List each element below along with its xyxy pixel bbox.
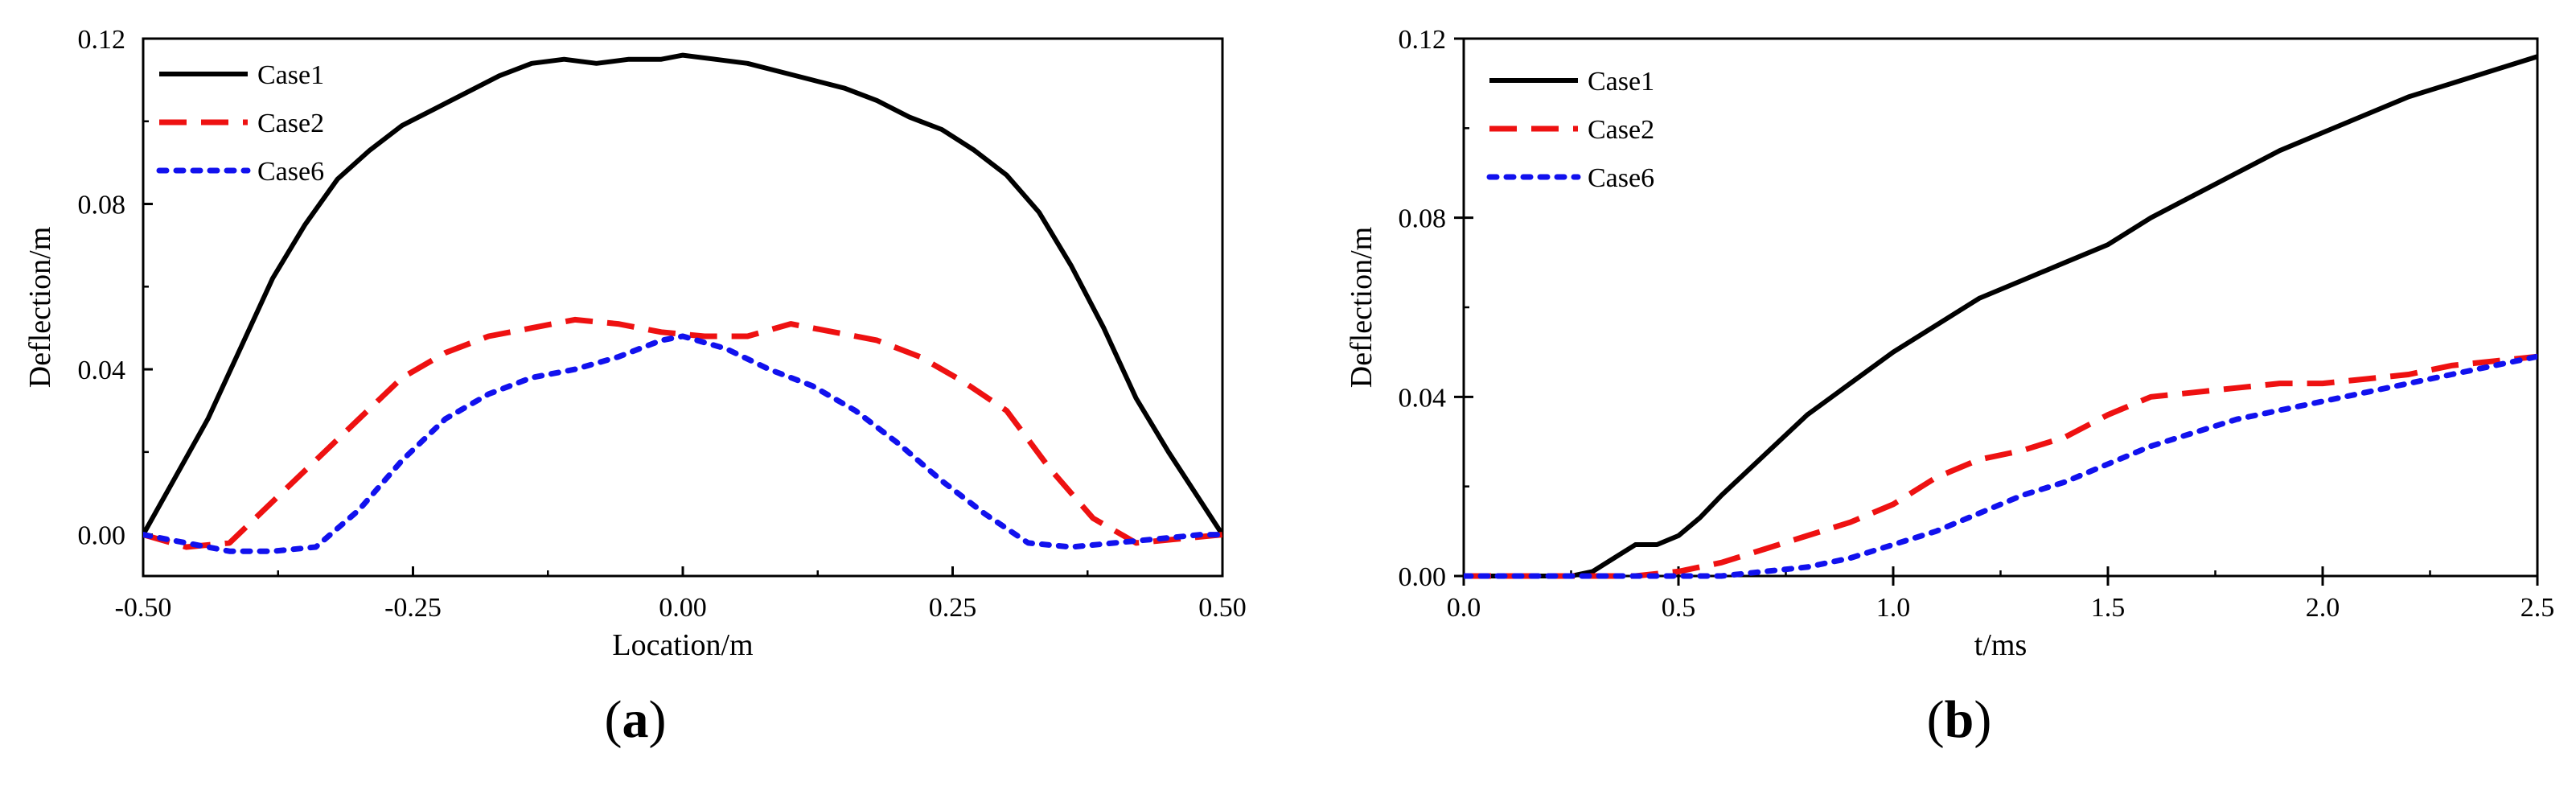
x-tick-label: 1.0 xyxy=(1876,593,1911,623)
y-tick-label: 0.08 xyxy=(1399,204,1447,234)
y-tick-label: 0.04 xyxy=(78,356,126,385)
x-axis-title: t/ms xyxy=(1974,628,2027,662)
chart-panel-a: -0.50 -0.25 0.00 0.25 0.50 0.00 0.04 0.08 0.12 Lo… xyxy=(23,25,1247,749)
y-axis-title: Deflection/m xyxy=(1345,227,1378,388)
legend-label-case1: Case1 xyxy=(257,60,324,90)
x-tick-label: 0.25 xyxy=(929,593,977,623)
legend-label-case1: Case1 xyxy=(1588,67,1654,97)
legend-label-case2: Case2 xyxy=(257,109,324,138)
series-line-case6 xyxy=(1464,353,2537,579)
x-tick-label: 0.5 xyxy=(1662,593,1696,623)
panel-label: (b) xyxy=(1927,690,1992,749)
series-line-case2 xyxy=(1464,353,2537,579)
y-tick-label: 0.00 xyxy=(1399,562,1447,592)
x-tick-label: -0.25 xyxy=(384,593,442,623)
y-tick-label: 0.00 xyxy=(78,521,126,551)
series-line-case1 xyxy=(1464,54,2537,578)
y-tick-label: 0.04 xyxy=(1399,383,1447,413)
legend-label-case6: Case6 xyxy=(1588,163,1654,193)
x-tick-label: 0.00 xyxy=(659,593,707,623)
legend-label-case2: Case2 xyxy=(1588,115,1654,145)
legend: Case1 Case2 Case6 xyxy=(156,60,324,187)
x-tick-label: 1.5 xyxy=(2091,593,2126,623)
y-axis-title: Deflection/m xyxy=(23,227,57,388)
x-tick-label: 2.0 xyxy=(2306,593,2340,623)
x-tick-label: -0.50 xyxy=(115,593,172,623)
series-line-case2 xyxy=(143,316,1222,550)
x-tick-label: 2.5 xyxy=(2521,593,2555,623)
x-axis-title: Location/m xyxy=(612,628,753,662)
legend: Case1 Case2 Case6 xyxy=(1486,67,1654,193)
legend-label-case6: Case6 xyxy=(257,157,324,187)
y-tick-label: 0.08 xyxy=(78,191,126,220)
y-tick-label: 0.12 xyxy=(78,25,126,55)
chart-panel-b: 0.0 0.5 1.0 1.5 2.0 2.5 0.00 0.04 0.08 0.12 t/ms De… xyxy=(1345,25,2554,749)
series-line-case6 xyxy=(143,333,1222,554)
y-tick-label: 0.12 xyxy=(1399,25,1447,55)
x-tick-label: 0.50 xyxy=(1198,593,1247,623)
x-tick-label: 0.0 xyxy=(1447,593,1481,623)
series-line-case1 xyxy=(143,52,1222,537)
panel-label: (a) xyxy=(605,690,667,749)
